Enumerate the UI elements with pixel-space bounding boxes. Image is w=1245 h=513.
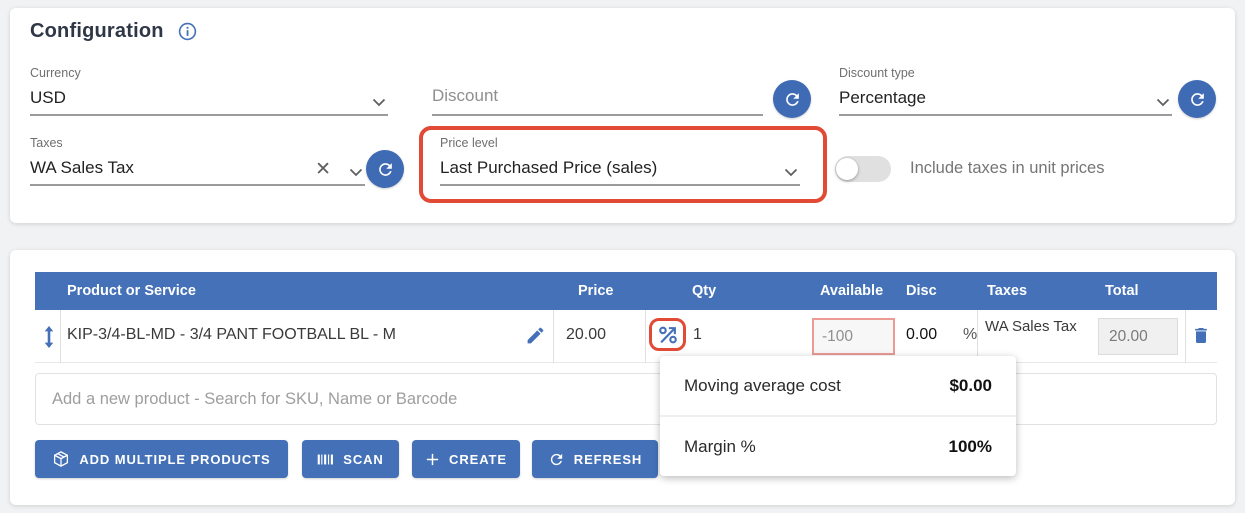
plus-icon bbox=[425, 452, 440, 467]
clear-icon[interactable]: ✕ bbox=[315, 159, 331, 180]
popup-label: Moving average cost bbox=[684, 375, 841, 395]
toggle-knob bbox=[836, 158, 858, 180]
chevron-down-icon[interactable] bbox=[349, 164, 363, 182]
package-icon bbox=[52, 450, 70, 468]
field-underline bbox=[839, 114, 1172, 116]
chevron-down-icon[interactable] bbox=[1156, 94, 1170, 112]
field-underline bbox=[30, 184, 365, 186]
include-taxes-label: Include taxes in unit prices bbox=[910, 159, 1105, 177]
refresh-icon bbox=[548, 451, 565, 468]
field-underline bbox=[432, 114, 763, 116]
button-label: SCAN bbox=[343, 451, 384, 467]
row-taxes-cell[interactable]: WA Sales Tax bbox=[985, 318, 1077, 335]
chevron-down-icon[interactable] bbox=[784, 164, 798, 182]
refresh-button[interactable]: REFRESH bbox=[532, 440, 658, 478]
barcode-icon bbox=[317, 452, 334, 467]
add-multiple-products-button[interactable]: ADD MULTIPLE PRODUCTS bbox=[35, 440, 288, 478]
delete-trash-icon[interactable] bbox=[1191, 324, 1211, 352]
discount-type-refresh-button[interactable] bbox=[1178, 80, 1216, 118]
col-qty: Qty bbox=[692, 283, 717, 299]
price-level-value: Last Purchased Price (sales) bbox=[440, 158, 658, 177]
configuration-header: Configuration bbox=[30, 20, 197, 43]
field-underline bbox=[30, 114, 388, 116]
popup-row-margin: Margin % 100% bbox=[660, 417, 1016, 476]
field-underline bbox=[440, 184, 800, 186]
qty-cell[interactable]: 1 bbox=[693, 326, 702, 343]
button-label: ADD MULTIPLE PRODUCTS bbox=[79, 451, 271, 467]
include-taxes-toggle[interactable] bbox=[835, 156, 891, 182]
button-label: CREATE bbox=[449, 451, 507, 467]
button-label: REFRESH bbox=[573, 451, 643, 467]
col-product: Product or Service bbox=[67, 283, 196, 299]
total-cell: 20.00 bbox=[1098, 318, 1178, 355]
chevron-down-icon[interactable] bbox=[372, 94, 386, 112]
page-title: Configuration bbox=[30, 20, 164, 42]
products-card: Product or Service Price Qty Available D… bbox=[10, 250, 1235, 505]
discount-type-value: Percentage bbox=[839, 88, 926, 107]
price-level-percent-icon[interactable] bbox=[657, 324, 679, 346]
table-header: Product or Service Price Qty Available D… bbox=[35, 272, 1217, 310]
discount-input[interactable] bbox=[432, 86, 763, 106]
currency-select[interactable]: Currency USD bbox=[30, 66, 388, 116]
col-available: Available bbox=[820, 283, 884, 299]
configuration-card: Configuration Currency USD Discount type… bbox=[10, 8, 1235, 223]
price-cell[interactable]: 20.00 bbox=[566, 326, 607, 343]
discount-type-select[interactable]: Discount type Percentage bbox=[839, 66, 1172, 116]
popup-divider bbox=[660, 415, 1016, 417]
price-level-label: Price level bbox=[440, 136, 498, 150]
currency-value: USD bbox=[30, 88, 66, 107]
discount-type-label: Discount type bbox=[839, 66, 915, 80]
taxes-label: Taxes bbox=[30, 136, 63, 150]
scan-button[interactable]: SCAN bbox=[302, 440, 399, 478]
available-cell[interactable]: -100 bbox=[812, 318, 895, 355]
price-level-select[interactable]: Price level Last Purchased Price (sales) bbox=[440, 136, 800, 186]
edit-pencil-icon[interactable] bbox=[525, 325, 546, 351]
popup-label: Margin % bbox=[684, 436, 756, 456]
taxes-refresh-button[interactable] bbox=[366, 150, 404, 188]
col-taxes: Taxes bbox=[987, 283, 1028, 299]
currency-label: Currency bbox=[30, 66, 81, 80]
disc-unit: % bbox=[963, 326, 978, 343]
col-total: Total bbox=[1105, 283, 1139, 299]
taxes-select[interactable]: Taxes WA Sales Tax ✕ bbox=[30, 136, 365, 186]
table-row: KIP-3/4-BL-MD - 3/4 PANT FOOTBALL BL - M… bbox=[35, 310, 1217, 363]
drag-handle-icon[interactable] bbox=[39, 325, 59, 354]
cost-margin-popup: Moving average cost $0.00 Margin % 100% bbox=[660, 356, 1016, 476]
col-disc: Disc bbox=[906, 283, 937, 299]
info-icon[interactable] bbox=[178, 22, 197, 41]
add-product-row bbox=[35, 373, 1217, 425]
popup-value: $0.00 bbox=[949, 375, 992, 395]
discount-refresh-button[interactable] bbox=[773, 80, 811, 118]
disc-cell[interactable]: 0.00 bbox=[906, 326, 938, 343]
popup-row-moving-average-cost: Moving average cost $0.00 bbox=[660, 356, 1016, 415]
create-button[interactable]: CREATE bbox=[412, 440, 520, 478]
percent-annotation bbox=[649, 318, 686, 351]
discount-field[interactable] bbox=[432, 66, 763, 116]
taxes-value: WA Sales Tax bbox=[30, 158, 134, 177]
product-cell[interactable]: KIP-3/4-BL-MD - 3/4 PANT FOOTBALL BL - M bbox=[67, 326, 396, 343]
col-price: Price bbox=[578, 283, 614, 299]
popup-value: 100% bbox=[948, 436, 992, 456]
